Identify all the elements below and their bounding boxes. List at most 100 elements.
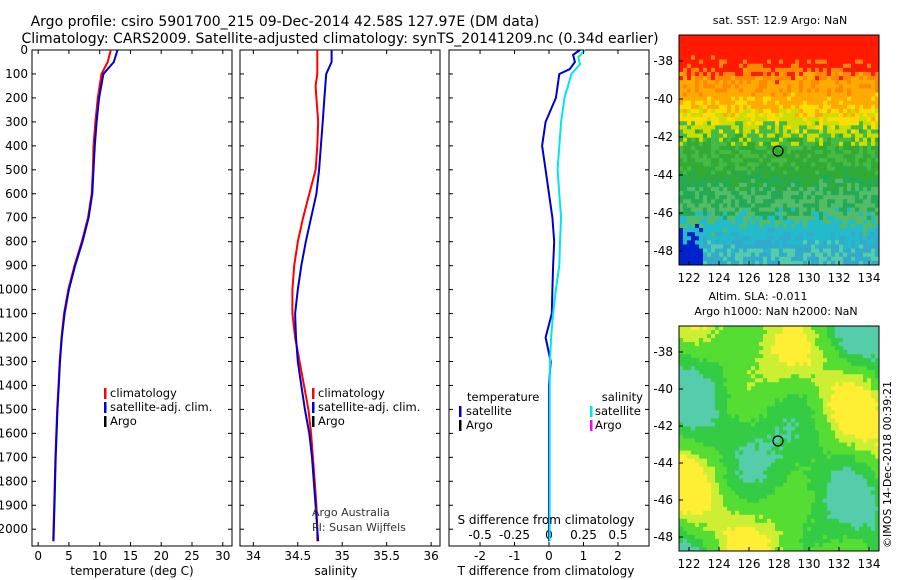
- map-cell: [727, 330, 732, 335]
- map-cell: [759, 232, 764, 237]
- x-tick-label: 10: [92, 549, 107, 563]
- map-cell: [871, 166, 876, 171]
- map-cell: [739, 260, 744, 266]
- map-cell: [835, 141, 840, 147]
- map-cell: [727, 462, 732, 468]
- map-cell: [695, 129, 700, 134]
- map-cell: [775, 219, 780, 225]
- map-cell: [691, 154, 696, 159]
- map-cell: [707, 438, 712, 443]
- map-cell: [679, 386, 684, 391]
- map-cell: [771, 63, 776, 69]
- map-cell: [795, 141, 800, 147]
- map-cell: [723, 211, 728, 217]
- map-cell: [731, 342, 736, 347]
- map-cell: [855, 141, 860, 147]
- map-cell: [751, 154, 756, 159]
- map-cell: [767, 162, 772, 167]
- map-cell: [715, 414, 720, 419]
- map-cell: [803, 96, 808, 102]
- map-cell: [739, 104, 744, 110]
- map-cell: [719, 244, 724, 249]
- map-cell: [791, 178, 796, 184]
- map-cell: [835, 256, 840, 262]
- map-cell: [687, 370, 692, 375]
- map-cell: [791, 450, 796, 455]
- map-cell: [763, 104, 768, 110]
- map-cell: [799, 382, 804, 387]
- map-cell: [847, 182, 852, 188]
- map-cell: [775, 454, 780, 459]
- map-cell: [775, 92, 780, 98]
- map-cell: [803, 76, 808, 81]
- map-cell: [771, 121, 776, 126]
- map-cell: [863, 141, 868, 147]
- map-cell: [847, 454, 852, 459]
- map-cell: [803, 426, 808, 431]
- map-cell: [875, 454, 880, 459]
- map-cell: [739, 378, 744, 383]
- map-cell: [755, 195, 760, 200]
- map-cell: [867, 182, 872, 188]
- map-cell: [715, 71, 720, 77]
- map-cell: [831, 199, 836, 204]
- map-cell: [815, 422, 820, 427]
- map-cell: [855, 370, 860, 375]
- map-cell: [715, 330, 720, 335]
- map-cell: [711, 211, 716, 217]
- map-cell: [787, 370, 792, 375]
- map-cell: [711, 51, 716, 56]
- map-cell: [755, 76, 760, 81]
- map-cell: [735, 191, 740, 196]
- map-cell: [751, 228, 756, 233]
- map-cell: [847, 158, 852, 163]
- map-cell: [707, 362, 712, 367]
- map-cell: [787, 386, 792, 391]
- map-cell: [707, 92, 712, 98]
- map-cell: [727, 43, 732, 48]
- map-cell: [823, 39, 828, 44]
- map-cell: [751, 256, 756, 262]
- map-cell: [699, 113, 704, 118]
- map-cell: [723, 334, 728, 339]
- map-cell: [799, 418, 804, 423]
- map-cell: [771, 141, 776, 147]
- map-cell: [683, 398, 688, 403]
- map-cell: [699, 47, 704, 52]
- map-cell: [859, 414, 864, 419]
- map-cell: [763, 174, 768, 180]
- map-cell: [819, 240, 824, 245]
- map-cell: [743, 207, 748, 213]
- map-cell: [787, 454, 792, 459]
- map-cell: [799, 470, 804, 476]
- map-cell: [775, 195, 780, 200]
- map-cell: [859, 244, 864, 249]
- map-cell: [759, 398, 764, 403]
- map-cell: [859, 394, 864, 399]
- map-cell: [731, 450, 736, 455]
- map-cell: [839, 410, 844, 415]
- map-cell: [719, 358, 724, 363]
- map-cell: [751, 67, 756, 73]
- map-cell: [799, 96, 804, 102]
- map-cell: [683, 446, 688, 451]
- map-cell: [707, 260, 712, 266]
- map-cell: [703, 43, 708, 48]
- map-cell: [839, 186, 844, 192]
- map-cell: [771, 215, 776, 221]
- map-cell: [735, 59, 740, 65]
- map-cell: [723, 470, 728, 476]
- map-cell: [855, 63, 860, 69]
- map-cell: [811, 59, 816, 65]
- map-cell: [799, 330, 804, 335]
- map-cell: [679, 203, 684, 208]
- map-cell: [775, 76, 780, 81]
- map-cell: [835, 466, 840, 472]
- map-cell: [843, 474, 848, 480]
- map-cell: [771, 350, 776, 355]
- map-cell: [723, 382, 728, 387]
- map-cell: [871, 199, 876, 204]
- map-cell: [711, 96, 716, 102]
- map-cell: [859, 410, 864, 415]
